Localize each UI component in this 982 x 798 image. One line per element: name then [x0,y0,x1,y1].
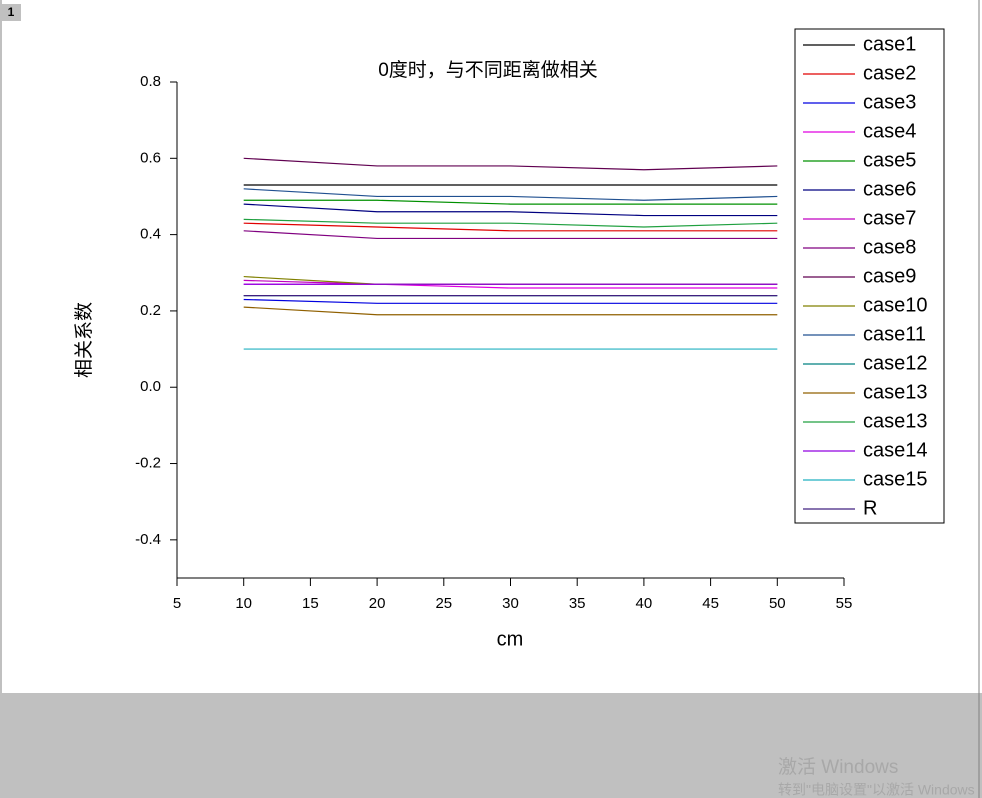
workspace [0,693,982,798]
legend-label: case10 [863,294,928,316]
x-tick-label: 5 [173,595,181,612]
watermark: 转到"电脑设置"以激活 Windows [778,782,975,798]
x-tick-label: 25 [435,595,452,612]
legend-label: case5 [863,149,916,171]
legend-label: case4 [863,120,916,142]
legend-label: case3 [863,91,916,113]
y-tick-label: -0.2 [135,455,161,472]
legend-label: case13 [863,410,928,432]
legend-label: case13 [863,381,928,403]
tab-label: 1 [8,5,15,19]
legend-label: case14 [863,439,928,461]
legend-label: case12 [863,352,928,374]
y-tick-label: 0.8 [140,73,161,90]
x-tick-label: 20 [369,595,386,612]
legend-label: case2 [863,62,916,84]
x-tick-label: 35 [569,595,586,612]
legend-label: case7 [863,207,916,229]
x-tick-label: 55 [836,595,853,612]
x-tick-label: 40 [636,595,653,612]
x-tick-label: 30 [502,595,519,612]
series-line [243,298,778,304]
series-line [243,157,778,171]
tab[interactable] [1,4,21,21]
legend-label: R [863,497,877,519]
series-line [243,230,778,240]
legend-label: case1 [863,33,916,55]
legend-label: case6 [863,178,916,200]
legend-label: case8 [863,236,916,258]
series-line [243,306,778,316]
x-tick-label: 50 [769,595,786,612]
y-tick-label: 0.4 [140,226,161,243]
y-tick-label: 0.6 [140,149,161,166]
series-line [243,188,778,201]
y-tick-label: 0.0 [140,378,161,395]
legend-label: case11 [863,323,926,345]
x-tick-label: 45 [702,595,719,612]
legend-label: case15 [863,468,928,490]
chart-title: 0度时，与不同距离做相关 [378,59,598,81]
y-tick-label: -0.4 [135,531,161,548]
legend-label: case9 [863,265,916,287]
series-line [243,222,778,232]
watermark: 激活 Windows [778,756,898,778]
y-tick-label: 0.2 [140,302,161,319]
x-tick-label: 10 [235,595,252,612]
x-tick-label: 15 [302,595,319,612]
series-line [243,203,778,217]
y-axis-label: 相关系数 [73,302,95,378]
series-line [243,199,778,205]
series-line [243,218,778,228]
legend [794,28,945,524]
x-axis-label: cm [497,628,524,650]
